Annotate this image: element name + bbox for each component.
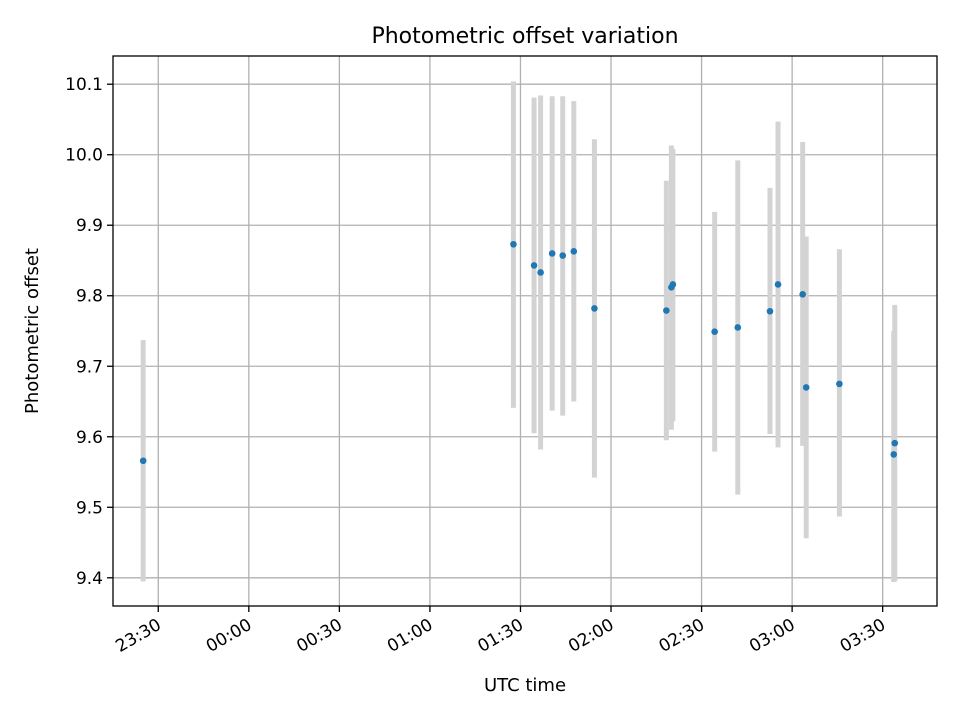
data-point bbox=[891, 439, 899, 447]
data-point bbox=[530, 262, 538, 269]
x-axis-label: UTC time bbox=[484, 675, 566, 696]
data-points bbox=[139, 240, 899, 465]
data-point bbox=[766, 307, 774, 315]
data-point bbox=[711, 328, 718, 336]
data-point bbox=[548, 250, 556, 257]
data-point bbox=[890, 451, 898, 458]
data-point bbox=[669, 281, 677, 288]
data-point bbox=[510, 240, 517, 248]
data-point bbox=[537, 269, 544, 276]
data-point bbox=[591, 305, 598, 312]
grid bbox=[113, 56, 937, 606]
data-point bbox=[799, 291, 806, 298]
y-tick-label: 10.0 bbox=[65, 146, 103, 166]
y-axis-label: Photometric offset bbox=[22, 248, 43, 414]
data-point bbox=[663, 307, 670, 314]
data-point bbox=[836, 380, 843, 388]
data-point bbox=[774, 281, 782, 288]
y-tick-label: 9.5 bbox=[76, 498, 103, 518]
chart-title: Photometric offset variation bbox=[371, 24, 678, 49]
y-tick-label: 9.8 bbox=[76, 287, 103, 307]
plot-frame bbox=[112, 55, 938, 607]
y-tick-label: 9.9 bbox=[76, 216, 103, 236]
y-tick-label: 9.4 bbox=[76, 569, 103, 589]
data-point bbox=[570, 248, 578, 255]
data-point bbox=[559, 252, 567, 259]
data-point bbox=[139, 457, 147, 465]
data-point bbox=[802, 384, 810, 391]
y-tick-label: 9.6 bbox=[76, 428, 103, 448]
data-point bbox=[734, 324, 742, 331]
y-tick-label: 9.7 bbox=[76, 357, 103, 377]
y-tick-label: 10.1 bbox=[65, 75, 103, 95]
